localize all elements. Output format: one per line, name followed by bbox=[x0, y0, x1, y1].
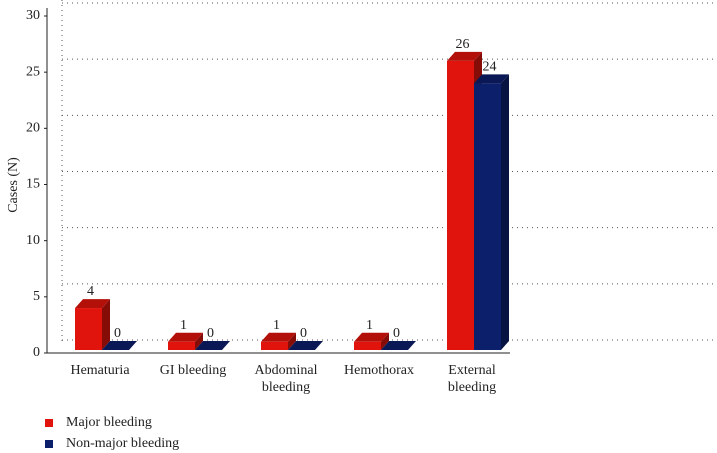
bar-side bbox=[381, 332, 389, 350]
bar-top bbox=[102, 341, 137, 350]
value-label: 0 bbox=[207, 326, 214, 341]
bar-side bbox=[195, 332, 203, 350]
bar bbox=[261, 341, 288, 350]
y-axis-label: Cases (N) bbox=[6, 157, 21, 213]
value-label: 0 bbox=[300, 326, 307, 341]
bar bbox=[75, 308, 102, 350]
bar bbox=[447, 60, 474, 350]
x-tick-label: Hemothorax bbox=[344, 363, 414, 378]
y-tick-label: 10 bbox=[26, 233, 40, 248]
value-label: 1 bbox=[180, 318, 187, 333]
value-label: 24 bbox=[483, 59, 497, 74]
value-label: 1 bbox=[273, 318, 280, 333]
y-tick-label: 30 bbox=[26, 8, 40, 23]
bar-side bbox=[102, 299, 110, 350]
value-label: 26 bbox=[456, 37, 470, 52]
value-label: 0 bbox=[393, 326, 400, 341]
x-tick-label: Hematuria bbox=[70, 363, 130, 378]
bar-top bbox=[288, 341, 323, 350]
value-label: 0 bbox=[114, 326, 121, 341]
legend-swatch bbox=[45, 440, 53, 448]
bar-top bbox=[195, 341, 230, 350]
x-tick-label: GI bleeding bbox=[159, 363, 227, 378]
bar-side bbox=[288, 332, 296, 350]
y-tick-label: 0 bbox=[33, 345, 40, 360]
bar-top bbox=[474, 74, 509, 84]
value-label: 1 bbox=[366, 318, 373, 333]
y-tick-label: 25 bbox=[26, 64, 40, 79]
y-tick-label: 5 bbox=[33, 289, 40, 304]
bar-side bbox=[501, 74, 509, 351]
x-tick-label: External bleeding bbox=[447, 363, 497, 395]
legend-swatch bbox=[45, 419, 53, 427]
bar-top bbox=[447, 51, 482, 61]
bar-top bbox=[381, 341, 416, 350]
bar bbox=[354, 341, 381, 350]
x-tick-label: Abdominal bleeding bbox=[254, 363, 318, 395]
y-tick-label: 20 bbox=[26, 121, 40, 136]
value-label: 4 bbox=[87, 284, 94, 299]
legend-label: Non-major bleeding bbox=[66, 436, 179, 451]
bar-top bbox=[354, 332, 389, 342]
bar-top bbox=[75, 299, 110, 309]
bar-top bbox=[168, 332, 203, 342]
bar bbox=[474, 83, 501, 351]
legend-label: Major bleeding bbox=[66, 415, 152, 430]
y-tick-label: 15 bbox=[26, 177, 40, 192]
bar-top bbox=[261, 332, 296, 342]
bar bbox=[168, 341, 195, 350]
